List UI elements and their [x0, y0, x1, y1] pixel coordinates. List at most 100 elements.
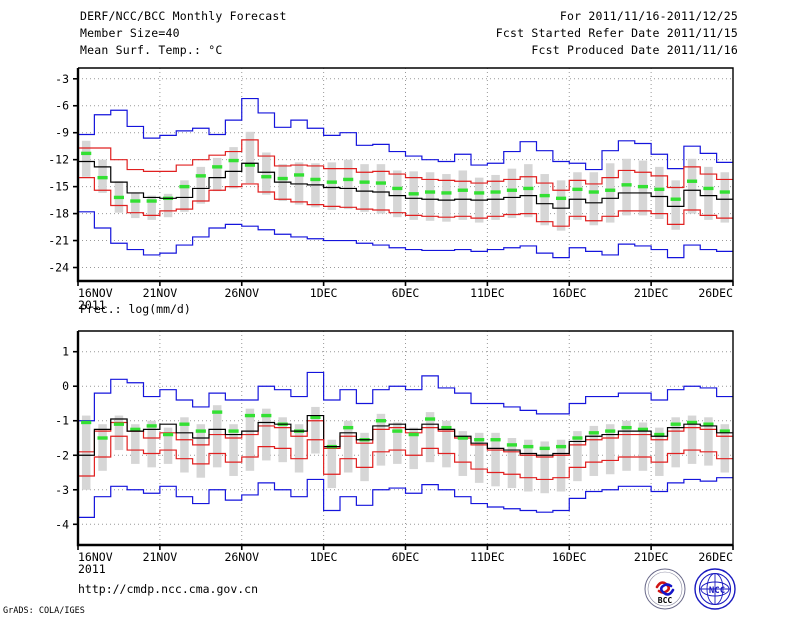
- x-tick-label: 6DEC: [392, 286, 420, 300]
- spread-bar: [425, 412, 435, 463]
- website-url[interactable]: http://cmdp.ncc.cma.gov.cn: [78, 582, 259, 596]
- spread-bar: [147, 420, 156, 468]
- svg-text:BCC: BCC: [658, 596, 673, 605]
- spread-bar: [573, 172, 582, 220]
- spread-bar: [196, 424, 206, 478]
- spread-bar: [114, 415, 124, 451]
- spread-bar: [704, 417, 713, 466]
- spread-bar: [393, 422, 402, 464]
- y-tick-label: -3: [55, 72, 69, 86]
- spread-bar: [540, 174, 549, 226]
- series-line-max: [78, 371, 733, 422]
- page-title: DERF/NCC/BCC Monthly Forecast: [80, 9, 287, 23]
- spread-bar: [573, 431, 582, 482]
- spread-bar: [180, 417, 189, 473]
- y-tick-label: -9: [55, 126, 69, 140]
- spread-bar: [671, 417, 680, 468]
- x-tick-label: 16NOV: [78, 550, 113, 564]
- spread-bar: [212, 157, 222, 192]
- spread-bars: [81, 405, 730, 494]
- x-tick-label: 26DEC: [698, 286, 733, 300]
- spread-bar: [98, 424, 107, 471]
- spread-bar: [180, 180, 189, 212]
- spread-bar: [605, 424, 615, 475]
- series-line-ensemble-mean: [78, 414, 733, 456]
- spread-bar: [360, 432, 369, 482]
- x-tick-label: 6DEC: [392, 550, 420, 564]
- spread-bar: [524, 439, 533, 492]
- spread-bar: [556, 439, 566, 492]
- spread-bar: [491, 174, 500, 220]
- spread-bar: [687, 158, 697, 214]
- x-tick-label: 26NOV: [224, 550, 259, 564]
- series-line-ensemble-mean: [78, 160, 733, 209]
- y-tick-label: -12: [48, 153, 69, 167]
- spread-bar: [556, 180, 566, 231]
- spread-bar: [720, 172, 730, 223]
- y-tick-label: -21: [48, 234, 69, 248]
- spread-bar: [327, 162, 337, 210]
- svg-text:NCC: NCC: [709, 586, 725, 596]
- spread-bar: [376, 164, 386, 214]
- x-tick-label: 21NOV: [143, 286, 178, 300]
- spread-bar: [622, 420, 631, 471]
- series-line-min: [78, 477, 733, 518]
- spread-bar: [393, 170, 402, 218]
- variable-label: Mean Surf. Temp.: °C: [80, 43, 223, 57]
- y-axis: -3 -6 -9 -12 -15 -18 -21 -24: [48, 72, 78, 275]
- ncc-logo: NCC: [694, 568, 736, 610]
- spread-bar: [278, 417, 287, 463]
- axis-top-right: [78, 67, 734, 281]
- spread-bar: [245, 131, 255, 184]
- spread-bar: [360, 164, 369, 212]
- y-tick-label: -18: [48, 207, 69, 221]
- spread-bar: [409, 171, 418, 220]
- median-ticks-median: [81, 151, 730, 203]
- prec-axis-year: 2011: [78, 562, 106, 576]
- spread-bar: [212, 405, 222, 468]
- spread-bar: [147, 195, 156, 220]
- x-tick-label: 1DEC: [310, 286, 338, 300]
- prec-axis-label: Prec.: log(mm/d): [80, 302, 191, 316]
- spread-bar: [589, 172, 599, 226]
- grads-credit: GrADS: COLA/IGES: [3, 606, 85, 616]
- temperature-chart: -3 -6 -9 -12 -15 -18 -21 -24 16NOV 21NOV 26NOV 1DEC…: [48, 67, 734, 300]
- spread-bar: [229, 424, 238, 476]
- spread-bar: [655, 427, 664, 476]
- x-tick-label: 11DEC: [470, 550, 505, 564]
- series-line-lower-quartile: [78, 435, 733, 481]
- spread-bar: [458, 170, 468, 220]
- spread-bar: [376, 413, 386, 466]
- spread-bar: [81, 415, 91, 490]
- x-tick-label: 26NOV: [224, 286, 259, 300]
- spread-bar: [262, 408, 271, 461]
- spread-bar: [720, 424, 730, 473]
- y-tick-label: 1: [62, 345, 69, 359]
- median-ticks-median: [81, 410, 730, 451]
- spread-bar: [605, 163, 615, 223]
- spread-bar: [655, 166, 664, 219]
- spread-bar: [425, 172, 435, 221]
- spread-bar: [245, 408, 255, 471]
- spread-bar: [196, 166, 206, 204]
- y-tick-label: -4: [55, 517, 69, 531]
- y-tick-label: -2: [55, 448, 69, 462]
- logo-group: BCC NCC: [644, 568, 748, 610]
- spread-bar: [343, 159, 353, 210]
- spread-bar: [458, 431, 468, 476]
- x-tick-label: 16DEC: [552, 550, 587, 564]
- x-axis: 16NOV 21NOV 26NOV 1DEC 6DEC 11DEC 16DEC 21DEC 26…: [77, 281, 734, 300]
- spread-bar: [524, 164, 533, 218]
- spread-bar: [540, 441, 549, 494]
- spread-bar: [638, 422, 648, 471]
- spread-bar: [704, 166, 713, 220]
- y-tick-label: -1: [55, 414, 69, 428]
- spread-bar: [474, 432, 484, 483]
- produced-date-label: Fcst Produced Date 2011/11/16: [531, 43, 738, 57]
- bcc-logo: BCC: [644, 568, 686, 610]
- spread-bar: [622, 158, 631, 216]
- x-tick-label: 21DEC: [634, 550, 669, 564]
- spread-bar: [81, 140, 91, 177]
